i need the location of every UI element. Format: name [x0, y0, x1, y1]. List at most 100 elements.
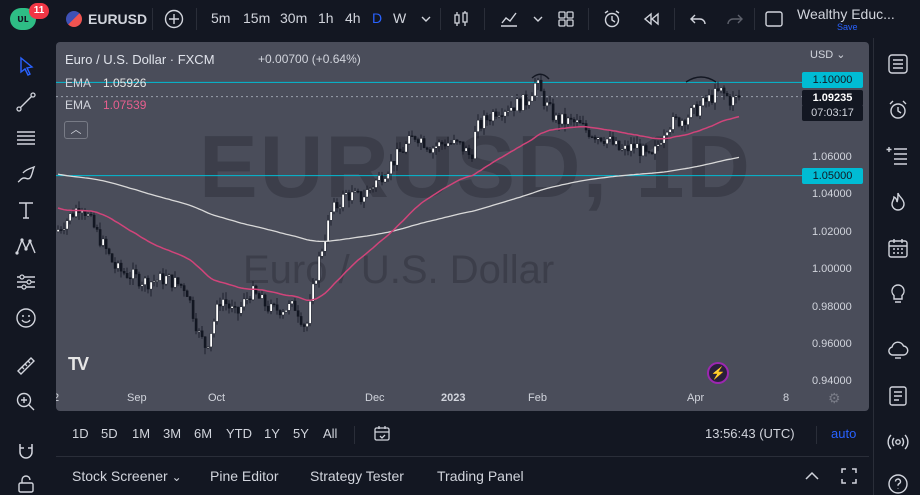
tab-pine-editor[interactable]: Pine Editor	[210, 468, 279, 484]
brush-icon[interactable]	[14, 162, 38, 186]
candle-body	[665, 132, 669, 136]
magnet-icon[interactable]	[14, 440, 38, 464]
watchlist-icon[interactable]	[886, 52, 910, 76]
candle-body	[158, 273, 162, 281]
range-1y[interactable]: 1Y	[264, 426, 280, 441]
candle-body	[131, 269, 135, 279]
time-tick: 2023	[441, 392, 466, 404]
candle-body	[458, 141, 462, 143]
ema-fast-label[interactable]: EMA	[65, 98, 92, 112]
trend-line-icon[interactable]	[14, 90, 38, 114]
candle-body	[560, 113, 564, 125]
collapse-legend-button[interactable]: ︿	[64, 121, 88, 139]
ruler-icon[interactable]	[14, 354, 38, 378]
tab-stock-screener[interactable]: Stock Screener ⌄	[72, 468, 182, 484]
candle-body	[218, 304, 222, 307]
tab-strategy-tester[interactable]: Strategy Tester	[310, 468, 404, 484]
data-window-icon[interactable]	[886, 144, 910, 168]
measure-icon[interactable]	[14, 270, 38, 294]
candle-body	[683, 120, 687, 125]
range-1d[interactable]: 1D	[72, 426, 89, 441]
candle-body	[644, 145, 648, 152]
alert-clock-icon[interactable]	[602, 9, 622, 29]
chevron-down-icon[interactable]	[528, 9, 548, 29]
candle-body	[542, 90, 546, 106]
calendar-icon[interactable]	[886, 236, 910, 260]
tradingview-logo[interactable]: TV	[68, 354, 89, 374]
interval-5m[interactable]: 5m	[211, 10, 231, 26]
text-tool-icon[interactable]	[14, 198, 38, 222]
tab-stock-screener-label: Stock Screener	[72, 468, 168, 484]
symbol-search[interactable]: EURUSD	[88, 11, 148, 27]
range-5d[interactable]: 5D	[101, 426, 118, 441]
lock-drawings-icon[interactable]	[14, 472, 38, 495]
candle-body	[365, 189, 369, 198]
account-name[interactable]: Wealthy Educ...	[797, 6, 895, 22]
price-change: +0.00700 (+0.64%)	[258, 52, 361, 66]
notifications-list-icon[interactable]	[886, 384, 910, 408]
smiley-icon[interactable]	[14, 306, 38, 330]
auto-scale-toggle[interactable]: auto	[831, 426, 857, 441]
replay-icon[interactable]	[641, 9, 661, 29]
ideas-lightbulb-icon[interactable]	[886, 282, 910, 306]
candle-body	[674, 116, 678, 118]
candle-body	[680, 120, 684, 127]
gear-icon[interactable]: ⚙	[828, 390, 841, 406]
maximize-icon[interactable]	[840, 467, 858, 485]
time-tick: Feb	[528, 392, 547, 404]
level-lower-label[interactable]: 1.05000	[802, 168, 863, 184]
zoom-in-icon[interactable]	[14, 390, 38, 414]
range-1m[interactable]: 1M	[132, 426, 151, 441]
range-all[interactable]: All	[323, 426, 338, 441]
undo-icon[interactable]	[688, 9, 708, 29]
ema-slow-label[interactable]: EMA	[65, 76, 92, 90]
chevron-down-icon[interactable]	[416, 9, 436, 29]
interval-30m[interactable]: 30m	[280, 10, 308, 26]
candle-body	[194, 318, 198, 332]
lightning-icon[interactable]: ⚡	[707, 362, 729, 384]
candle-body	[416, 139, 420, 144]
candle-body	[167, 274, 171, 277]
layout-grid-icon[interactable]	[556, 9, 576, 29]
redo-icon[interactable]	[725, 9, 745, 29]
candle-body	[512, 107, 516, 111]
chat-cloud-icon[interactable]	[886, 338, 910, 362]
save-button[interactable]: Save	[837, 22, 858, 32]
interval-4h[interactable]: 4h	[345, 10, 361, 26]
broadcast-icon[interactable]	[886, 430, 910, 454]
date-range-icon[interactable]	[372, 424, 392, 444]
interval-w[interactable]: W	[393, 10, 407, 26]
chart-title[interactable]: Euro / U.S. Dollar · FXCM	[65, 52, 215, 67]
chevron-up-icon[interactable]	[802, 467, 822, 485]
utc-clock[interactable]: 13:56:43 (UTC)	[705, 426, 795, 441]
candle-body	[590, 136, 594, 138]
help-icon[interactable]	[886, 472, 910, 495]
range-6m[interactable]: 6M	[194, 426, 213, 441]
price-chart[interactable]	[56, 42, 869, 411]
range-3m[interactable]: 3M	[163, 426, 182, 441]
fib-retracement-icon[interactable]	[14, 126, 38, 150]
pattern-icon[interactable]	[14, 234, 38, 258]
interval-15m[interactable]: 15m	[243, 10, 271, 26]
add-symbol-icon[interactable]	[164, 9, 184, 29]
cursor-icon[interactable]	[14, 54, 38, 78]
fullscreen-box-icon[interactable]	[764, 9, 784, 29]
range-ytd[interactable]: YTD	[226, 426, 252, 441]
candle-body	[425, 147, 429, 150]
candle-body	[626, 145, 630, 152]
range-5y[interactable]: 5Y	[293, 426, 309, 441]
alarm-clock-icon[interactable]	[886, 98, 910, 122]
level-upper-label[interactable]: 1.10000	[802, 72, 863, 88]
candle-body	[482, 115, 486, 129]
tab-trading-panel[interactable]: Trading Panel	[437, 468, 524, 484]
hotlist-flame-icon[interactable]	[886, 190, 910, 214]
chart-pane[interactable]: EURUSD, 1D Euro / U.S. Dollar Euro / U.S…	[56, 42, 869, 411]
indicators-icon[interactable]	[499, 9, 519, 29]
currency-selector[interactable]: USD ⌄	[810, 49, 846, 61]
candle-body	[563, 113, 567, 125]
candlestick-icon[interactable]	[451, 9, 471, 29]
interval-1h[interactable]: 1h	[318, 10, 334, 26]
candle-body	[485, 115, 489, 121]
price-tick: 1.02000	[812, 226, 852, 238]
interval-d[interactable]: D	[372, 10, 383, 26]
